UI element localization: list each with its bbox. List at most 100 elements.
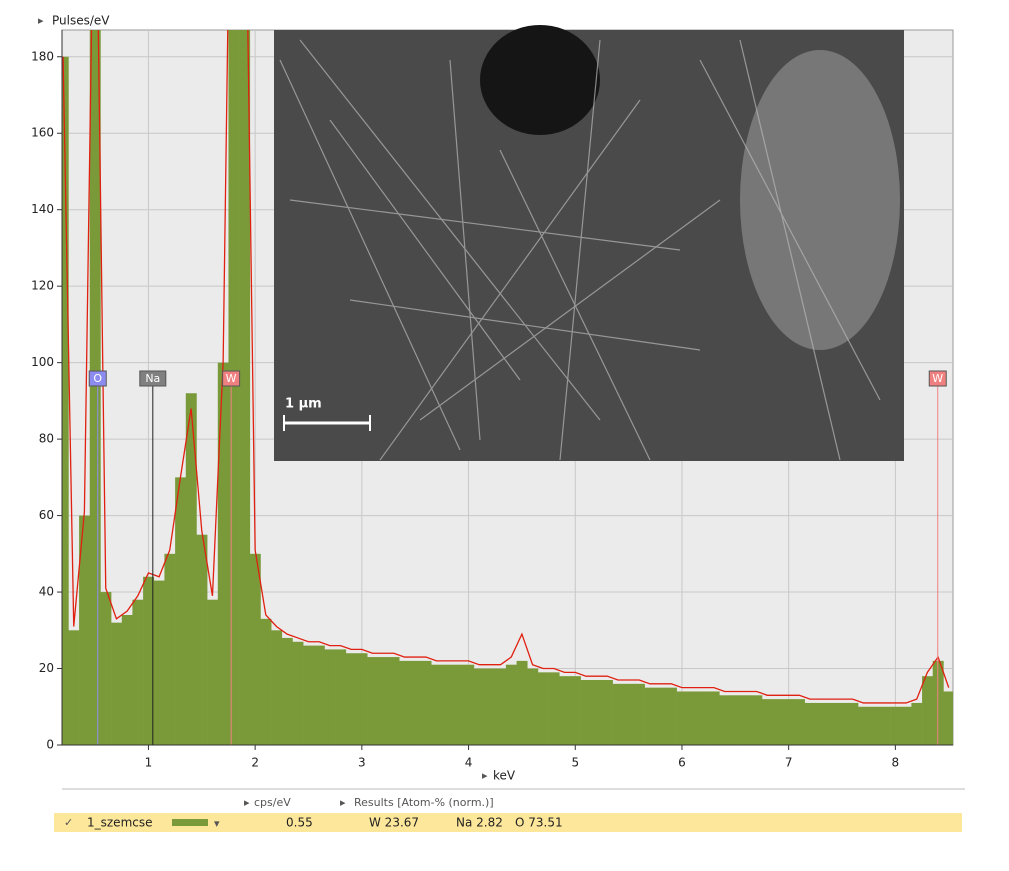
spectrum-bar	[378, 657, 389, 745]
y-tick-label: 140	[31, 202, 54, 216]
color-swatch[interactable]	[172, 819, 208, 826]
y-tick-label: 60	[39, 508, 54, 522]
spectrum-bar	[463, 665, 474, 745]
spectrum-bar	[815, 703, 826, 745]
spectrum-bar	[847, 703, 858, 745]
element-label: W	[932, 372, 943, 385]
column-header: Results [Atom-% (norm.)]	[354, 796, 494, 809]
spectrum-bar	[879, 707, 890, 745]
spectrum-bar	[154, 581, 165, 745]
x-tick-label: 5	[571, 756, 579, 770]
spectrum-bar	[698, 691, 709, 745]
spectrum-bar	[399, 661, 410, 745]
check-icon[interactable]: ✓	[64, 816, 73, 829]
spectrum-bar	[666, 688, 677, 745]
spectrum-bar	[132, 600, 143, 745]
x-tick-label: 1	[145, 756, 153, 770]
y-tick-label: 40	[39, 585, 54, 599]
x-axis-label: keV	[493, 769, 516, 783]
spectrum-bar	[271, 630, 282, 745]
spectrum-bar	[762, 699, 773, 745]
spectrum-bar	[303, 646, 314, 745]
spectrum-bar	[869, 707, 880, 745]
spectrum-bar	[645, 688, 656, 745]
dropdown-arrow[interactable]: ▾	[214, 817, 220, 830]
expand-arrow: ▸	[340, 796, 346, 809]
spectrum-bar	[687, 691, 698, 745]
spectrum-bar	[196, 535, 207, 745]
spectrum-bar	[570, 676, 581, 745]
expand-arrow: ▸	[244, 796, 250, 809]
spectrum-bar	[453, 665, 464, 745]
expand-arrow: ▸	[38, 14, 44, 27]
spectrum-bar	[207, 600, 218, 745]
spectrum-bar	[410, 661, 421, 745]
result-w: W 23.67	[369, 816, 419, 830]
spectrum-bar	[805, 703, 816, 745]
spectrum-bar	[495, 669, 506, 745]
y-tick-label: 180	[31, 49, 54, 63]
y-tick-label: 120	[31, 279, 54, 293]
spectrum-bar	[602, 680, 613, 745]
spectrum-bar	[282, 638, 293, 745]
expand-arrow: ▸	[482, 769, 488, 782]
spectrum-bar	[773, 699, 784, 745]
element-label: O	[93, 372, 102, 385]
spectrum-bar	[549, 672, 560, 745]
spectrum-name: 1_szemcse	[87, 816, 153, 830]
x-tick-label: 4	[465, 756, 473, 770]
y-axis-label: Pulses/eV	[52, 14, 110, 28]
spectrum-bar	[357, 653, 368, 745]
app-window: 1 µm ONaWW 02040608010012014016018012345…	[0, 0, 1009, 867]
y-tick-label: 0	[46, 738, 54, 752]
spectrum-bar	[100, 592, 111, 745]
spectrum-bar	[485, 669, 496, 745]
y-tick-label: 80	[39, 432, 54, 446]
spectrum-bar	[421, 661, 432, 745]
spectrum-bar	[911, 703, 922, 745]
element-label: W	[226, 372, 237, 385]
spectrum-bar	[943, 691, 954, 745]
spectrum-bar	[581, 680, 592, 745]
spectrum-bar	[389, 657, 400, 745]
scale-bar-label: 1 µm	[285, 397, 322, 412]
spectrum-bar	[719, 695, 730, 745]
spectrum-bar	[538, 672, 549, 745]
spectrum-bar	[175, 477, 186, 745]
spectrum-bar	[677, 691, 688, 745]
spectrum-bar	[655, 688, 666, 745]
y-tick-label: 100	[31, 355, 54, 369]
x-tick-label: 6	[678, 756, 686, 770]
spectrum-bar	[922, 676, 933, 745]
spectrum-bar	[613, 684, 624, 745]
spectrum-bar	[335, 649, 346, 745]
spectrum-bar	[837, 703, 848, 745]
spectrum-bar	[250, 554, 261, 745]
spectrum-bar	[68, 630, 79, 745]
spectrum-bar	[623, 684, 634, 745]
spectrum-bar	[442, 665, 453, 745]
spectrum-bar	[794, 699, 805, 745]
spectrum-bar	[506, 665, 517, 745]
spectrum-bar	[260, 619, 271, 745]
spectrum-bar	[730, 695, 741, 745]
y-tick-label: 20	[39, 661, 54, 675]
element-label: Na	[145, 372, 160, 385]
spectrum-bar	[346, 653, 357, 745]
spectrum-bar	[324, 649, 335, 745]
x-tick-label: 8	[892, 756, 900, 770]
spectrum-bar	[517, 661, 528, 745]
spectrum-bar	[186, 393, 197, 745]
result-o: O 73.51	[515, 816, 563, 830]
spectrum-bar	[527, 669, 538, 745]
spectrum-bar	[559, 676, 570, 745]
spectrum-bar	[783, 699, 794, 745]
x-tick-label: 3	[358, 756, 366, 770]
spectrum-bar	[474, 669, 485, 745]
spectrum-bar	[890, 707, 901, 745]
spectrum-bar	[709, 691, 720, 745]
spectrum-bar	[431, 665, 442, 745]
cps-value: 0.55	[286, 816, 313, 830]
spectrum-bar	[901, 707, 912, 745]
spectrum-bar	[314, 646, 325, 745]
